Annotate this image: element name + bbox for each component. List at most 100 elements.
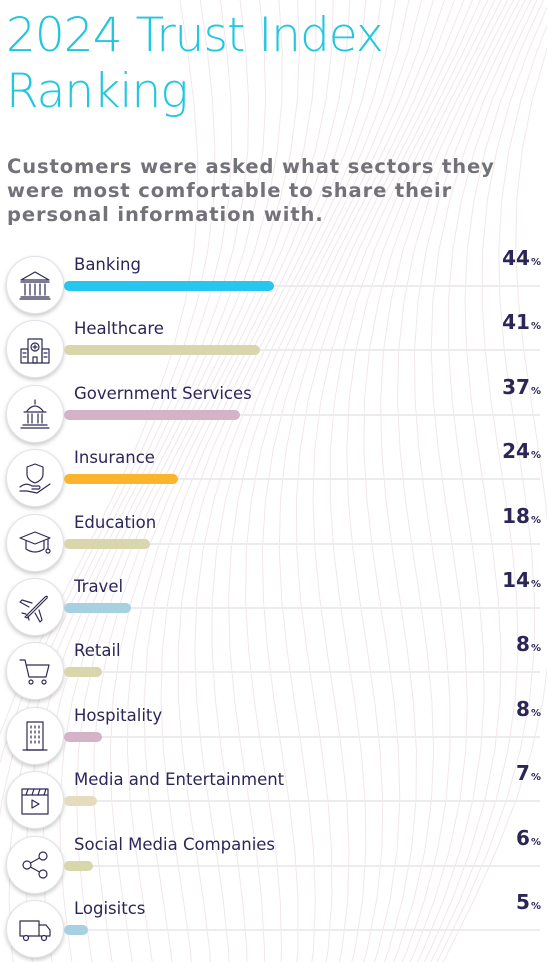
value-number: 5	[516, 890, 530, 914]
title-line-1: 2024 Trust Index	[6, 8, 384, 63]
bar	[64, 345, 260, 355]
percent-sign: %	[530, 837, 541, 848]
value-number: 7	[516, 761, 530, 785]
value-number: 18	[502, 504, 530, 528]
percent-sign: %	[530, 257, 541, 268]
ranking-row: Media and Entertainment 7%	[0, 761, 547, 833]
media-clapperboard-icon	[6, 771, 64, 829]
value-label: 18%	[502, 504, 541, 528]
background-wave-line	[160, 0, 397, 962]
value-label: 5%	[516, 890, 541, 914]
bar	[64, 861, 93, 871]
background-wave-line	[261, 0, 465, 962]
category-label: Education	[74, 513, 157, 532]
bar-track	[64, 736, 540, 738]
background-wave-line	[177, 0, 410, 962]
delivery-truck-icon	[6, 900, 64, 958]
bar-track	[64, 414, 540, 416]
bar-track	[64, 607, 540, 609]
bar	[64, 667, 102, 677]
ranking-row: Social Media Companies 6%	[0, 826, 547, 898]
value-number: 37	[502, 375, 530, 399]
background-wave-line	[228, 0, 445, 962]
value-label: 24%	[502, 439, 541, 463]
bar-track	[64, 285, 540, 287]
ranking-row: Travel 14%	[0, 568, 547, 640]
percent-sign: %	[530, 386, 541, 397]
value-number: 41	[502, 310, 530, 334]
value-number: 24	[502, 439, 530, 463]
background-wave-line	[393, 0, 520, 962]
background-wave-line	[442, 47, 547, 962]
bar-track	[64, 800, 540, 802]
category-label: Banking	[74, 255, 141, 274]
shopping-cart-icon	[6, 642, 64, 700]
graduation-cap-icon	[6, 514, 64, 572]
category-label: Travel	[74, 577, 124, 596]
category-label: Logisitcs	[74, 899, 146, 918]
bar	[64, 603, 131, 613]
category-label: Hospitality	[74, 706, 163, 725]
category-label: Social Media Companies	[74, 835, 276, 854]
background-wave-line	[143, 0, 382, 962]
ranking-row: Government Services 37%	[0, 375, 547, 447]
percent-sign: %	[530, 708, 541, 719]
ranking-row: Logisitcs 5%	[0, 890, 547, 962]
background-wave-line	[346, 0, 502, 962]
percent-sign: %	[530, 772, 541, 783]
background-wave-line	[363, 0, 509, 962]
category-label: Government Services	[74, 384, 252, 403]
background-wave-line	[430, 6, 547, 962]
value-label: 7%	[516, 761, 541, 785]
background-wave-line	[401, 0, 526, 962]
background-wave-line	[126, 0, 367, 962]
bar	[64, 474, 178, 484]
hospital-icon	[6, 320, 64, 378]
value-number: 8	[516, 632, 530, 656]
background-wave-line	[436, 24, 547, 962]
value-label: 8%	[516, 632, 541, 656]
category-label: Healthcare	[74, 319, 164, 338]
ranking-row: Insurance 24%	[0, 439, 547, 511]
background-wave-line	[245, 0, 456, 962]
category-label: Media and Entertainment	[74, 770, 285, 789]
bar-track	[64, 671, 540, 673]
share-network-icon	[6, 836, 64, 894]
percent-sign: %	[530, 901, 541, 912]
page-title: 2024 Trust Index Ranking	[6, 8, 526, 120]
title-line-2: Ranking	[6, 64, 188, 119]
background-wave-line	[423, 0, 545, 962]
percent-sign: %	[530, 515, 541, 526]
background-wave-line	[409, 0, 532, 962]
percent-sign: %	[530, 450, 541, 461]
value-number: 44	[502, 246, 530, 270]
bar	[64, 539, 150, 549]
airplane-icon	[6, 578, 64, 636]
value-label: 14%	[502, 568, 541, 592]
ranking-row: Education 18%	[0, 504, 547, 576]
bar-track	[64, 929, 540, 931]
value-label: 8%	[516, 697, 541, 721]
ranking-row: Retail 8%	[0, 632, 547, 704]
bar	[64, 410, 240, 420]
bar	[64, 925, 88, 935]
bar-track	[64, 349, 540, 351]
value-label: 44%	[502, 246, 541, 270]
background-wave-line	[211, 0, 434, 962]
background-wave-line	[295, 0, 482, 962]
background-wave-line	[278, 0, 474, 962]
bank-icon	[6, 256, 64, 314]
bar-track	[64, 478, 540, 480]
category-label: Insurance	[74, 448, 155, 467]
bar	[64, 796, 97, 806]
value-number: 14	[502, 568, 530, 592]
bar-track	[64, 543, 540, 545]
ranking-row: Hospitality 8%	[0, 697, 547, 769]
bar	[64, 732, 102, 742]
value-label: 6%	[516, 826, 541, 850]
value-label: 37%	[502, 375, 541, 399]
percent-sign: %	[530, 321, 541, 332]
percent-sign: %	[530, 643, 541, 654]
